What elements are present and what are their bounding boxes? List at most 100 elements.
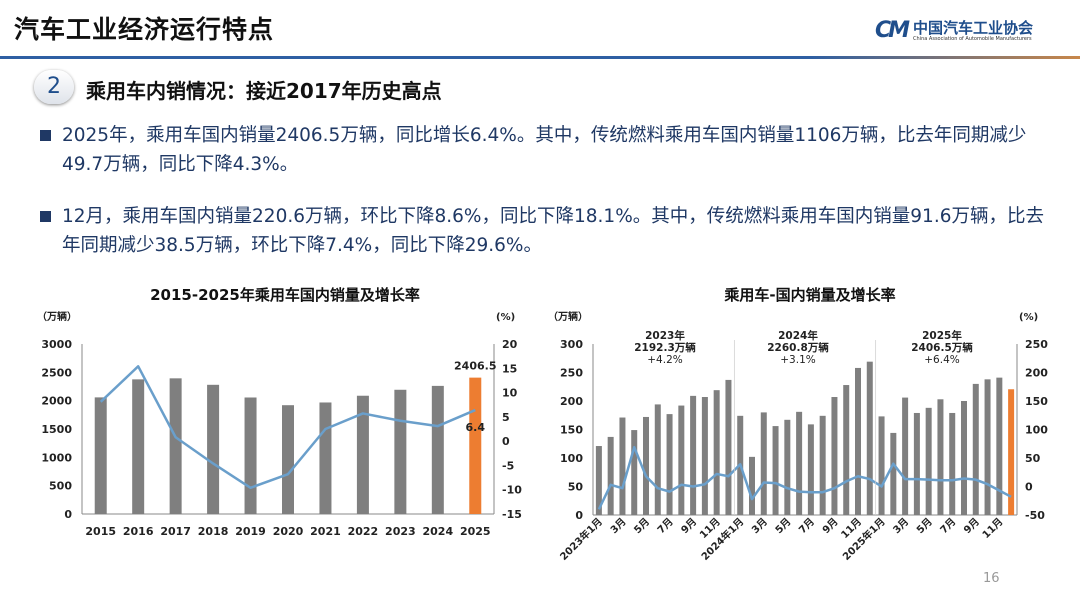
slide-title: 汽车工业经济运行特点 — [14, 15, 275, 44]
x-tick-label: 2020 — [273, 525, 304, 538]
bar — [169, 378, 182, 514]
y-tick-label: 0 — [575, 509, 583, 522]
bar — [132, 379, 145, 514]
y-tick-label: 2000 — [41, 395, 72, 408]
bar — [282, 405, 294, 514]
bar — [961, 401, 967, 515]
year-total-annotation: 2192.3万辆 — [634, 341, 696, 354]
x-tick-label: 9月 — [961, 516, 981, 536]
bar — [760, 412, 767, 515]
y-axis-unit: （万辆） — [548, 310, 588, 323]
year-growth-annotation: +3.1% — [780, 354, 815, 366]
x-tick-label: 2024 — [423, 525, 454, 538]
x-tick-label: 3月 — [749, 516, 769, 536]
y-axis-unit: （万辆） — [37, 310, 77, 323]
y-tick-label: 2500 — [41, 366, 72, 379]
y2-axis-unit: (%) — [496, 312, 515, 323]
section-title: 乘用车内销情况：接近2017年历史高点 — [86, 79, 442, 103]
year-annotation: 2023年 — [645, 329, 685, 342]
y2-tick-label: 50 — [1025, 452, 1041, 465]
bar-data-label: 2406.5 — [454, 360, 496, 373]
bar — [843, 385, 850, 515]
bar — [913, 412, 920, 515]
line-data-label: 6.4 — [466, 421, 486, 434]
x-tick-label: 7月 — [655, 516, 675, 536]
x-tick-label: 7月 — [938, 516, 958, 536]
y2-tick-label: -5 — [502, 459, 514, 472]
bar — [431, 385, 444, 514]
x-tick-label: 2018 — [198, 525, 229, 538]
bullet-item: 12月，乘用车国内销量220.6万辆，环比下降8.6%，同比下降18.1%。其中… — [40, 202, 1060, 260]
bar — [796, 411, 803, 515]
x-tick-label: 2023年1月 — [557, 515, 605, 563]
bar — [784, 419, 791, 515]
y2-tick-label: 20 — [502, 338, 518, 351]
bar — [619, 417, 626, 515]
x-tick-label: 9月 — [679, 516, 699, 536]
chart2-title: 乘用车-国内销量及增长率 — [724, 286, 896, 304]
x-tick-label: 9月 — [820, 516, 840, 536]
bar — [713, 390, 720, 515]
bar — [469, 377, 482, 514]
section-number: 2 — [34, 70, 74, 104]
bar — [749, 456, 755, 515]
bar — [244, 397, 257, 514]
bar — [866, 361, 873, 515]
y2-tick-label: 200 — [1025, 367, 1048, 380]
logo-name-en: China Association of Automobile Manufact… — [913, 35, 1032, 42]
bar — [972, 383, 979, 515]
y-tick-label: 500 — [49, 480, 72, 493]
logo: CM 中国汽车工业协会 China Association of Automob… — [875, 18, 1033, 43]
x-tick-label: 7月 — [797, 516, 817, 536]
bar — [772, 426, 779, 515]
year-total-annotation: 2406.5万辆 — [911, 341, 973, 354]
bar — [643, 416, 649, 515]
x-tick-label: 3月 — [608, 516, 628, 536]
x-tick-label: 5月 — [773, 516, 793, 536]
bar — [819, 415, 826, 515]
y-tick-label: 3000 — [41, 338, 72, 351]
y2-tick-label: 250 — [1025, 338, 1048, 351]
bar — [1008, 389, 1015, 515]
caam-logo-icon: CM — [875, 18, 910, 43]
y2-tick-label: 5 — [502, 411, 510, 424]
bar — [207, 384, 220, 514]
bar — [807, 424, 814, 515]
y-tick-label: 100 — [560, 452, 583, 465]
growth-line — [597, 445, 1012, 510]
y2-tick-label: -15 — [502, 508, 522, 521]
y-tick-label: 0 — [64, 508, 72, 521]
y-tick-label: 200 — [560, 395, 583, 408]
y-tick-label: 50 — [568, 481, 584, 494]
bar — [890, 432, 897, 515]
bar — [831, 397, 838, 515]
bar — [725, 379, 732, 515]
y2-tick-label: 10 — [502, 387, 518, 400]
bar — [356, 395, 369, 514]
logo-name-cn: 中国汽车工业协会 — [913, 18, 1034, 37]
y2-tick-label: -10 — [502, 484, 522, 497]
y-tick-label: 1000 — [41, 451, 72, 464]
bullet-text: 12月，乘用车国内销量220.6万辆，环比下降8.6%，同比下降18.1%。其中… — [62, 206, 1044, 256]
bar — [394, 389, 407, 514]
year-growth-annotation: +6.4% — [924, 354, 959, 366]
x-tick-label: 3月 — [891, 516, 911, 536]
chart1-title: 2015-2025年乘用车国内销量及增长率 — [150, 286, 420, 304]
year-annotation: 2024年 — [778, 329, 818, 342]
x-tick-label: 2017 — [160, 525, 191, 538]
x-tick-label: 2022 — [348, 525, 379, 538]
bar — [94, 397, 107, 514]
bullet-text: 2025年，乘用车国内销量2406.5万辆，同比增长6.4%。其中，传统燃料乘用… — [62, 125, 1027, 175]
bar — [631, 430, 638, 515]
bullet-item: 2025年，乘用车国内销量2406.5万辆，同比增长6.4%。其中，传统燃料乘用… — [40, 121, 1060, 179]
x-tick-label: 2023 — [385, 525, 416, 538]
x-tick-label: 2016 — [123, 525, 154, 538]
bar — [607, 436, 614, 515]
bar — [996, 377, 1003, 515]
bar — [678, 405, 685, 515]
y-tick-label: 300 — [560, 338, 583, 351]
y2-axis-unit: (%) — [1019, 312, 1038, 323]
y2-tick-label: 15 — [502, 362, 517, 375]
bar — [666, 414, 673, 515]
bar — [319, 402, 332, 514]
